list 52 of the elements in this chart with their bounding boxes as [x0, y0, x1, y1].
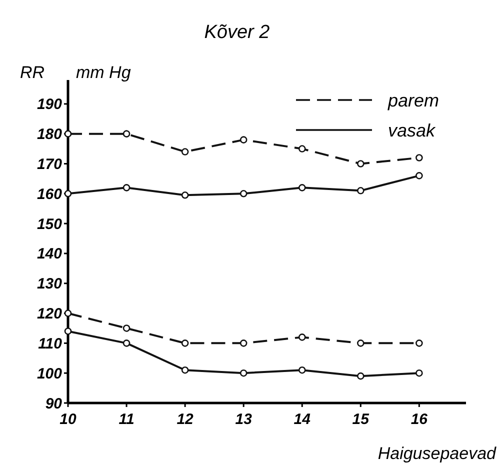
point [122, 184, 130, 192]
y-tick-label: 170 [36, 156, 63, 173]
y-tick-label: 110 [38, 335, 63, 352]
x-tick-label: 13 [235, 411, 253, 428]
y-tick-label: 100 [36, 365, 63, 382]
point [356, 160, 364, 168]
annotation: mm Hg [76, 63, 132, 82]
point [64, 190, 72, 198]
y-tick-label: 190 [36, 96, 63, 114]
point [298, 366, 306, 374]
point [416, 369, 423, 377]
point [240, 190, 248, 198]
point [416, 154, 423, 162]
x-axis-title: Haigusepaevad [378, 444, 497, 463]
x-tick-label: 10 [60, 411, 77, 428]
point [240, 340, 248, 347]
point [181, 366, 189, 374]
point [64, 328, 72, 335]
point [181, 340, 189, 347]
y-tick-label: 90 [45, 395, 63, 412]
x-tick-label: 11 [118, 411, 134, 428]
point [298, 145, 306, 152]
point [416, 172, 423, 180]
x-tick-label: 12 [176, 411, 194, 428]
point [356, 340, 364, 347]
point [64, 130, 72, 138]
chart-title: Kõver 2 [204, 22, 270, 43]
y-tick-label: 180 [36, 126, 63, 144]
point [122, 340, 130, 347]
x-tick-label: 15 [352, 411, 370, 428]
y-tick-label: 130 [36, 276, 63, 293]
point [356, 187, 364, 194]
point [181, 148, 189, 156]
y-tick-label: 150 [36, 216, 63, 233]
y-tick-label: 160 [36, 186, 63, 203]
y-axis-title: RR [20, 63, 45, 82]
point [240, 136, 248, 144]
y-tick-label: 120 [36, 306, 63, 323]
legend-label: vasak [388, 120, 436, 140]
y-tick-label: 140 [36, 246, 63, 263]
point [64, 310, 72, 317]
legend-label: parem [387, 90, 440, 110]
x-tick-label: 16 [410, 411, 428, 428]
x-tick-label: 14 [294, 411, 312, 428]
point [122, 130, 130, 138]
point [416, 340, 423, 347]
point [298, 334, 306, 341]
point [298, 184, 306, 192]
point [240, 369, 248, 377]
point [181, 191, 189, 199]
point [122, 324, 130, 332]
point [356, 372, 364, 380]
